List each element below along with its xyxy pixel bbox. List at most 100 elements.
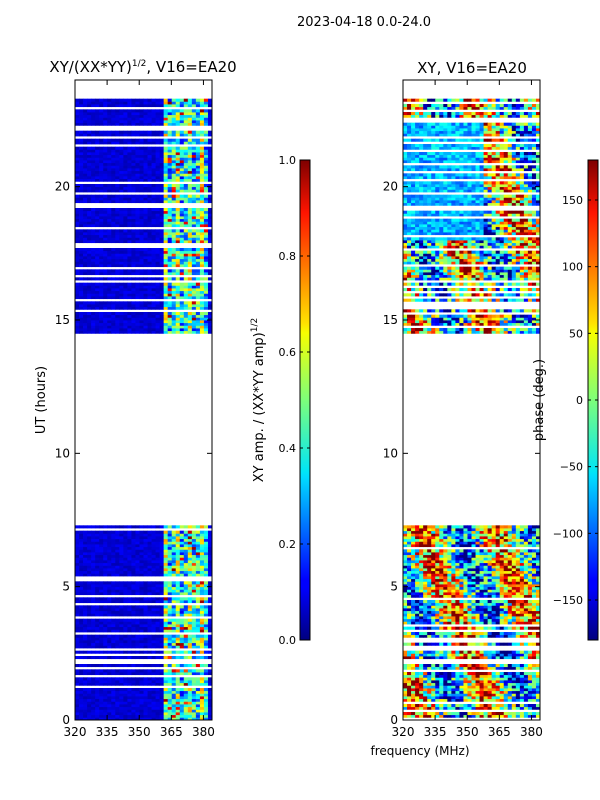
- heatmap-cell: [95, 621, 100, 625]
- heatmap-cell: [151, 178, 156, 182]
- heatmap-cell: [135, 530, 140, 534]
- heatmap-cell: [111, 624, 116, 628]
- heatmap-cell: [179, 549, 185, 553]
- heatmap-cell: [207, 264, 213, 268]
- heatmap-cell: [87, 104, 92, 108]
- heatmap-cell: [523, 696, 529, 700]
- heatmap-cell: [131, 621, 136, 625]
- heatmap-cell: [167, 701, 173, 705]
- heatmap-cell: [167, 250, 173, 254]
- heatmap-cell: [187, 234, 193, 238]
- heatmap-cell: [127, 706, 132, 710]
- heatmap-cell: [443, 690, 448, 694]
- heatmap-cell: [187, 301, 193, 305]
- heatmap-cell: [111, 200, 116, 204]
- heatmap-cell: [91, 584, 96, 588]
- heatmap-cell: [423, 690, 428, 694]
- heatmap-cell: [79, 149, 84, 153]
- heatmap-cell: [91, 141, 96, 145]
- heatmap-cell: [79, 269, 84, 273]
- heatmap-cell: [119, 664, 124, 668]
- heatmap-cell: [151, 618, 156, 622]
- heatmap-cell: [491, 704, 497, 708]
- heatmap-cell: [139, 133, 144, 137]
- heatmap-cell: [199, 618, 205, 622]
- heatmap-cell: [111, 688, 116, 692]
- heatmap-cell: [139, 568, 144, 572]
- heatmap-cell: [147, 560, 152, 564]
- heatmap-cell: [203, 546, 209, 550]
- heatmap-cell: [123, 325, 128, 329]
- heatmap-cell: [171, 696, 177, 700]
- heatmap-cell: [123, 538, 128, 542]
- heatmap-cell: [535, 690, 541, 694]
- heatmap-cell: [119, 306, 124, 310]
- heatmap-cell: [523, 690, 529, 694]
- heatmap-cell: [95, 208, 100, 212]
- heatmap-cell: [163, 621, 169, 625]
- heatmap-cell: [151, 170, 156, 174]
- heatmap-cell: [135, 605, 140, 609]
- heatmap-cell: [203, 656, 209, 660]
- heatmap-cell: [155, 562, 161, 566]
- heatmap-cell: [187, 154, 193, 158]
- heatmap-cell: [151, 597, 156, 601]
- heatmap-cell: [147, 152, 152, 156]
- heatmap-cell: [195, 293, 201, 297]
- heatmap-cell: [203, 101, 209, 105]
- heatmap-cell: [207, 581, 213, 585]
- heatmap-cell: [123, 626, 128, 630]
- heatmap-cell: [199, 138, 205, 142]
- heatmap-cell: [207, 141, 213, 145]
- heatmap-cell: [191, 592, 197, 596]
- heatmap-cell: [195, 688, 201, 692]
- heatmap-cell: [523, 688, 529, 692]
- heatmap-cell: [479, 704, 484, 708]
- heatmap-cell: [179, 176, 185, 180]
- heatmap-cell: [191, 552, 197, 556]
- heatmap-cell: [103, 229, 108, 233]
- heatmap-cell: [107, 325, 112, 329]
- heatmap-cell: [119, 221, 124, 225]
- heatmap-cell: [207, 618, 213, 622]
- heatmap-cell: [167, 176, 173, 180]
- heatmap-cell: [195, 120, 201, 124]
- heatmap-cell: [151, 194, 156, 198]
- heatmap-cell: [155, 325, 161, 329]
- heatmap-cell: [143, 592, 148, 596]
- heatmap-cell: [147, 218, 152, 222]
- heatmap-cell: [123, 645, 128, 649]
- heatmap-cell: [99, 221, 104, 225]
- heatmap-cell: [135, 285, 140, 289]
- heatmap-cell: [95, 304, 100, 308]
- heatmap-cell: [535, 714, 541, 718]
- heatmap-cell: [163, 312, 169, 316]
- heatmap-cell: [195, 98, 201, 102]
- heatmap-cell: [183, 682, 189, 686]
- heatmap-cell: [111, 269, 116, 273]
- heatmap-cell: [507, 685, 513, 689]
- heatmap-cell: [427, 714, 432, 718]
- heatmap-cell: [123, 306, 128, 310]
- heatmap-cell: [207, 549, 213, 553]
- heatmap-cell: [91, 533, 96, 537]
- heatmap-cell: [515, 680, 521, 684]
- heatmap-cell: [87, 536, 92, 540]
- heatmap-cell: [123, 248, 128, 252]
- heatmap-cell: [199, 210, 205, 214]
- heatmap-cell: [159, 613, 165, 617]
- heatmap-cell: [115, 232, 120, 236]
- heatmap-cell: [435, 672, 440, 676]
- heatmap-cell: [203, 117, 209, 121]
- heatmap-cell: [203, 573, 209, 577]
- heatmap-cell: [75, 197, 80, 201]
- heatmap-cell: [87, 629, 92, 633]
- heatmap-cell: [91, 240, 96, 244]
- heatmap-cell: [207, 237, 213, 241]
- heatmap-cell: [183, 162, 189, 166]
- heatmap-cell: [483, 674, 489, 678]
- heatmap-cell: [131, 584, 136, 588]
- heatmap-cell: [103, 256, 108, 260]
- heatmap-cell: [111, 584, 116, 588]
- heatmap-cell: [83, 570, 88, 574]
